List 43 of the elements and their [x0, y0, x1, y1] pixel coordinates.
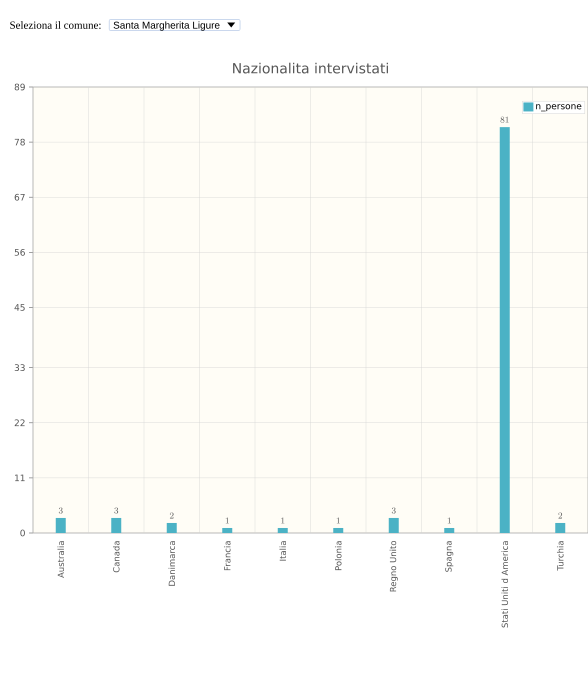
- y-tick-label: 22: [14, 419, 25, 426]
- bar: [388, 518, 399, 533]
- x-tick-label: Polonia: [334, 541, 342, 570]
- bar: [278, 528, 288, 533]
- bar: [166, 522, 177, 533]
- text: Seleziona il comune:: [10, 21, 101, 29]
- data-label: 1: [226, 517, 229, 524]
- data-label: 2: [558, 512, 562, 518]
- data-label: 1: [448, 517, 451, 524]
- y-tick-label: 67: [14, 194, 25, 201]
- x-tick-label: Stati Uniti d America: [501, 541, 508, 628]
- x-tick-label: Canada: [112, 541, 120, 572]
- y-tick-label: 89: [14, 84, 25, 90]
- data-label: 3: [58, 507, 63, 514]
- chart-title: Nazionalita intervistati: [233, 62, 388, 74]
- x-tick-label: Turchia: [556, 541, 564, 571]
- x-tick-label: Spagna: [445, 541, 454, 572]
- y-tick-label: 56: [14, 248, 25, 256]
- data-label: 81: [500, 116, 509, 123]
- y-tick-label: 78: [14, 138, 25, 146]
- x-tick-label: Regno Unito: [390, 540, 398, 592]
- bar: [111, 518, 122, 533]
- data-label: 1: [336, 517, 340, 524]
- bar: [500, 127, 510, 533]
- x-tick-label: Francia: [224, 541, 231, 570]
- legend-label: n_persone: [536, 104, 582, 112]
- bar: [444, 528, 454, 533]
- data-label: 2: [170, 512, 174, 518]
- data-label: 3: [392, 507, 396, 514]
- bar: [333, 528, 344, 533]
- bar: [222, 528, 232, 533]
- y-tick-label: 33: [14, 364, 25, 372]
- y-tick-label: 45: [14, 304, 25, 311]
- bar: [56, 518, 66, 533]
- y-tick-label: 11: [15, 474, 25, 482]
- y-tick-label: 0: [20, 530, 25, 536]
- x-tick-label: Australia: [57, 541, 64, 578]
- x-tick-label: Italia: [279, 541, 286, 561]
- bar: [555, 522, 566, 533]
- text: Santa Margherita Ligure: [114, 21, 220, 31]
- data-label: 1: [281, 517, 284, 524]
- x-tick-label: Danimarca: [168, 541, 176, 586]
- data-label: 3: [114, 507, 118, 514]
